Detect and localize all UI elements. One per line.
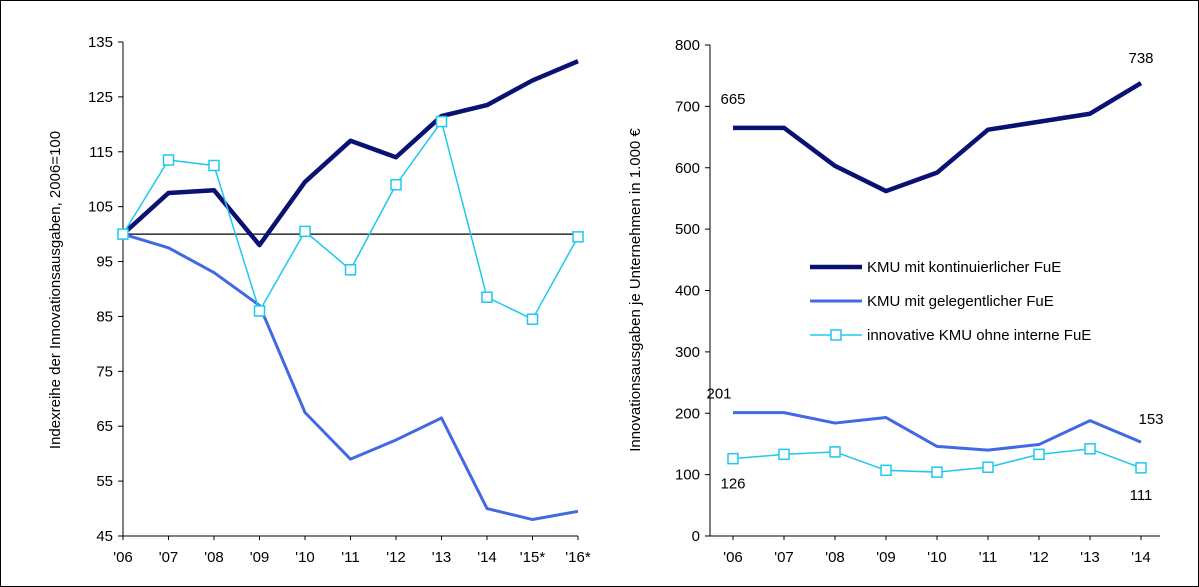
data-point-marker (779, 449, 789, 459)
data-point-marker (573, 232, 583, 242)
series-line-1 (733, 413, 1141, 450)
x-tick-label: '11 (341, 549, 359, 566)
y-tick-label: 500 (675, 221, 700, 238)
y-tick-label: 800 (675, 37, 700, 54)
series-line-0 (123, 61, 578, 245)
y-tick-label: 600 (675, 160, 700, 177)
legend-marker (831, 330, 841, 340)
data-point-marker (1136, 463, 1146, 473)
y-tick-label: 105 (88, 199, 113, 216)
data-point-marker (932, 467, 942, 477)
x-tick-label: '07 (774, 549, 794, 566)
x-tick-label: '15* (520, 549, 546, 566)
x-tick-label: '08 (825, 549, 845, 566)
data-point-marker (983, 462, 993, 472)
x-tick-label: '11 (979, 549, 997, 566)
data-label: 738 (1128, 50, 1153, 67)
x-tick-label: '12 (386, 549, 406, 566)
data-point-marker (346, 265, 356, 275)
data-point-marker (300, 226, 310, 236)
data-point-marker (881, 465, 891, 475)
y-tick-label: 700 (675, 98, 700, 115)
x-tick-label: '10 (927, 549, 947, 566)
x-tick-label: '12 (1029, 549, 1049, 566)
x-tick-label: '06 (113, 549, 133, 566)
data-point-marker (437, 117, 447, 127)
data-point-marker (728, 454, 738, 464)
x-tick-label: '14 (477, 549, 497, 566)
y-tick-label: 115 (89, 144, 113, 161)
x-tick-label: '13 (1080, 549, 1100, 566)
y-tick-label: 135 (88, 34, 113, 51)
data-label: 665 (720, 91, 745, 108)
series-line-2 (123, 122, 578, 320)
y-tick-label: 45 (96, 528, 113, 545)
data-point-marker (830, 447, 840, 457)
data-label: 153 (1138, 411, 1163, 428)
x-tick-label: '13 (432, 549, 452, 566)
legend-label-0: KMU mit kontinuierlicher FuE (867, 259, 1061, 276)
data-point-marker (1085, 444, 1095, 454)
data-point-marker (528, 314, 538, 324)
y-axis-title: Indexreihe der Innovationsausgaben, 2006… (47, 131, 64, 449)
x-tick-label: '16* (565, 549, 591, 566)
data-point-marker (164, 155, 174, 165)
series-line-0 (733, 83, 1141, 191)
y-tick-label: 300 (675, 344, 700, 361)
data-label: 111 (1130, 487, 1153, 504)
data-point-marker (391, 180, 401, 190)
y-tick-label: 400 (675, 283, 700, 300)
x-tick-label: '07 (159, 549, 179, 566)
x-tick-label: '09 (876, 549, 896, 566)
data-point-marker (118, 229, 128, 239)
x-tick-label: '09 (250, 549, 270, 566)
y-tick-label: 125 (88, 89, 113, 106)
data-label: 201 (706, 386, 731, 403)
y-tick-label: 200 (675, 405, 700, 422)
legend-label-2: innovative KMU ohne interne FuE (867, 327, 1091, 344)
y-tick-label: 75 (96, 363, 113, 380)
legend-label-1: KMU mit gelegentlicher FuE (867, 293, 1054, 310)
y-tick-label: 65 (96, 418, 113, 435)
data-point-marker (209, 161, 219, 171)
y-tick-label: 95 (96, 254, 113, 271)
x-tick-label: '06 (723, 549, 743, 566)
y-tick-label: 100 (675, 467, 700, 484)
data-label: 126 (720, 476, 745, 493)
y-axis-title: Innovationsausgaben je Unternehmen in 1.… (627, 128, 644, 452)
data-point-marker (255, 306, 265, 316)
data-point-marker (482, 292, 492, 302)
data-point-marker (1034, 449, 1044, 459)
y-tick-label: 0 (692, 528, 700, 545)
y-tick-label: 85 (96, 308, 113, 325)
x-tick-label: '10 (295, 549, 315, 566)
y-tick-label: 55 (96, 473, 113, 490)
series-line-1 (123, 234, 578, 519)
x-tick-label: '08 (204, 549, 224, 566)
x-tick-label: '14 (1131, 549, 1151, 566)
